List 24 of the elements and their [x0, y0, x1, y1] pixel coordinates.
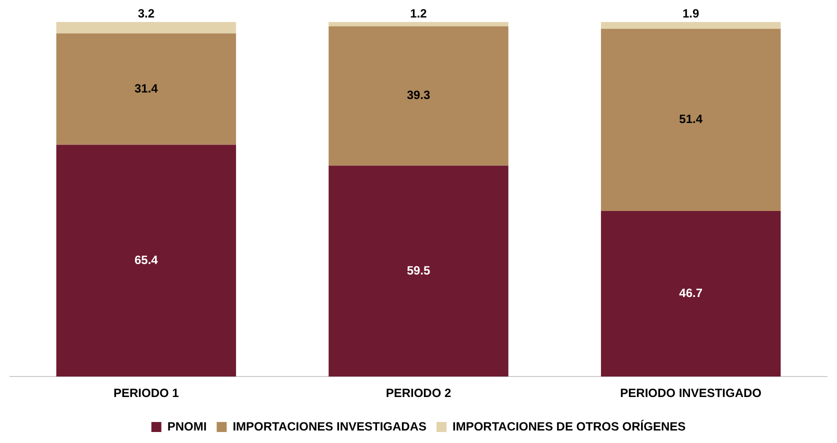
- bar: [600, 28, 781, 211]
- bar: [56, 144, 236, 377]
- bar: [328, 26, 508, 166]
- legend-label: PNOMI: [167, 419, 207, 434]
- bar: [600, 22, 781, 29]
- legend-label: IMPORTACIONES INVESTIGADAS: [232, 419, 426, 434]
- bar: [56, 33, 236, 145]
- x-tick-label: PERIODO 2: [386, 386, 452, 400]
- data-label: 1.9: [682, 6, 700, 20]
- data-label: 1.2: [410, 6, 428, 20]
- legend-label: IMPORTACIONES DE OTROS ORÍGENES: [452, 419, 686, 434]
- bar: [328, 166, 508, 377]
- bar: [56, 22, 236, 34]
- data-label: 31.4: [134, 81, 158, 96]
- x-tick-label: PERIODO 1: [113, 386, 180, 400]
- data-label: 46.7: [679, 286, 703, 300]
- x-tick-label: PERIODO INVESTIGADO: [620, 386, 762, 400]
- bar: [328, 22, 508, 26]
- data-label: 51.4: [679, 112, 703, 126]
- data-label: 65.4: [134, 252, 158, 267]
- data-label: 39.3: [406, 88, 430, 102]
- data-label: 59.5: [406, 263, 430, 278]
- bar: [600, 211, 781, 377]
- data-label: 3.2: [138, 6, 155, 20]
